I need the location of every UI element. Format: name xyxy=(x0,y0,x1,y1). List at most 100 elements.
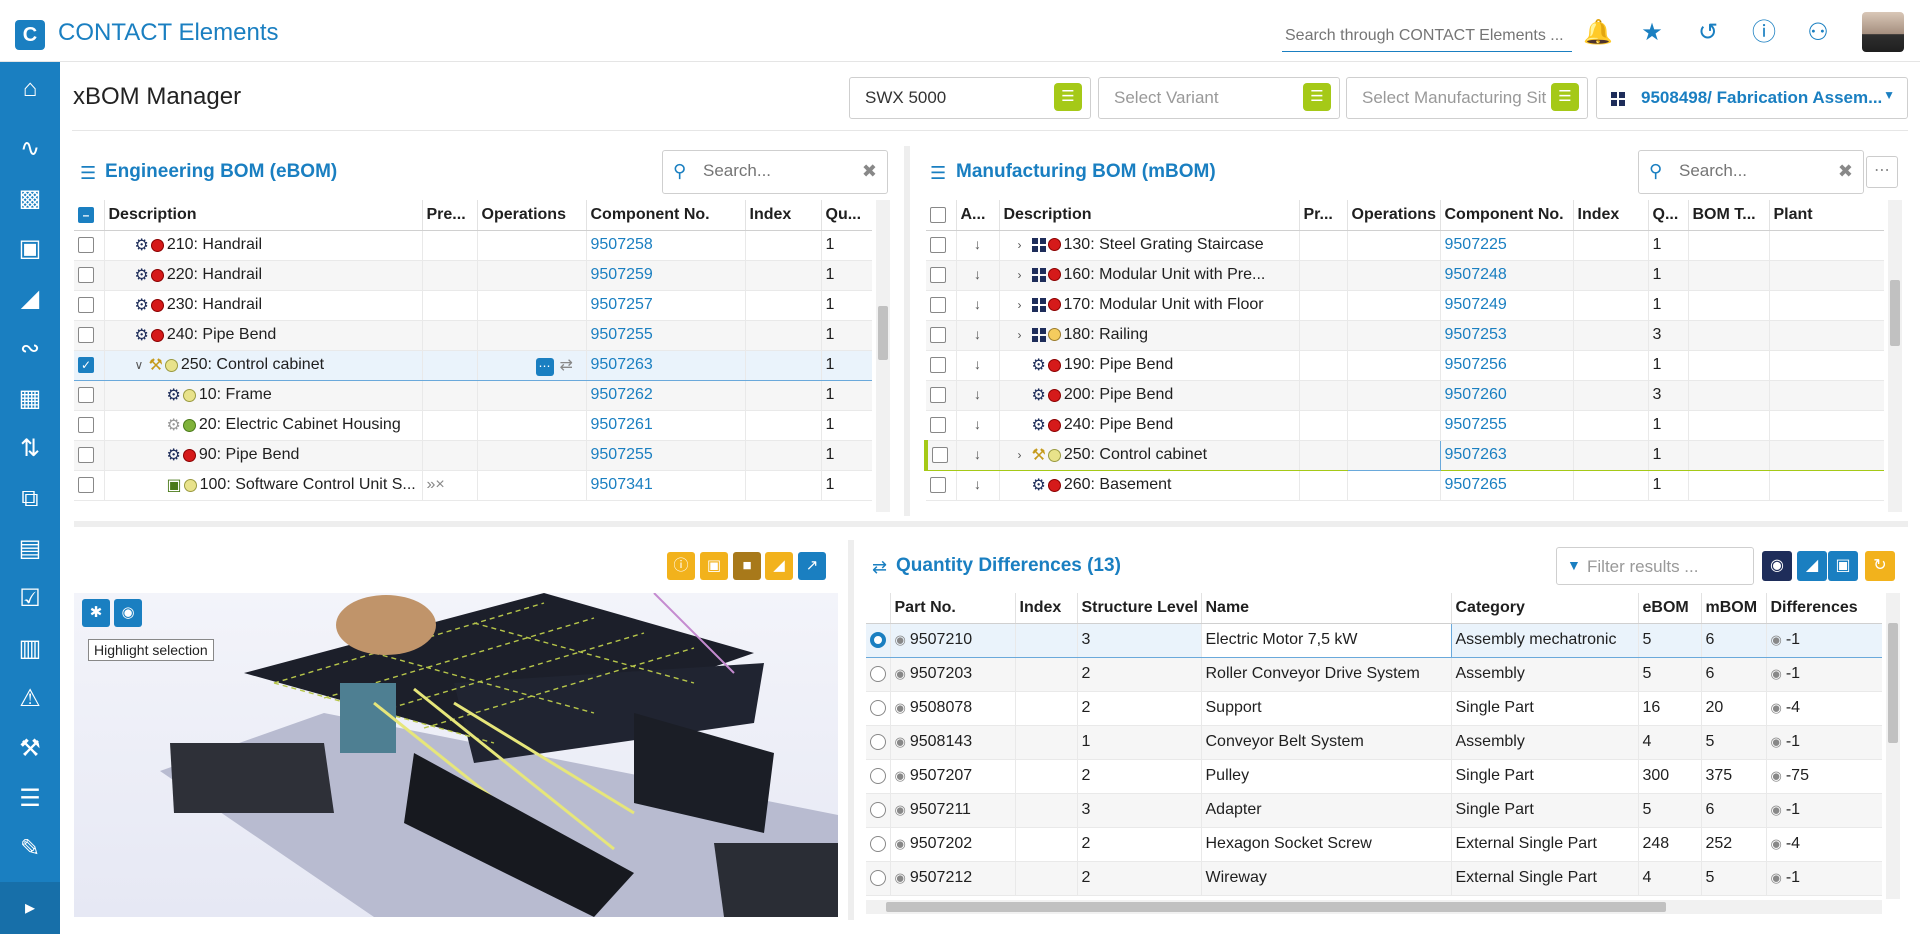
row-checkbox[interactable] xyxy=(932,446,948,463)
eye-icon[interactable]: ◉ xyxy=(894,700,906,715)
horizontal-splitter[interactable] xyxy=(74,521,1908,527)
activity-icon[interactable]: ∿ xyxy=(19,135,41,162)
row-checkbox[interactable] xyxy=(930,266,946,283)
user-avatar[interactable] xyxy=(1862,12,1904,52)
row-checkbox[interactable] xyxy=(78,296,94,313)
grid-icon[interactable]: ▦ xyxy=(18,385,42,412)
component-link[interactable]: 9507259 xyxy=(590,266,653,283)
row-radio[interactable] xyxy=(870,869,886,886)
sync-icon[interactable]: ⇅ xyxy=(19,435,41,462)
bell-icon[interactable]: 🔔 xyxy=(1583,19,1613,46)
table-row[interactable]: ⚙ 220: Handrail 9507259 1 xyxy=(74,260,872,291)
history-icon[interactable]: ↺ xyxy=(1697,19,1719,46)
col-operations[interactable]: Operations xyxy=(1347,200,1441,231)
table-row[interactable]: ◉ 9507203 2 Roller Conveyor Drive System Ass… xyxy=(866,657,1882,692)
col-operations[interactable]: Operations xyxy=(477,200,587,231)
table-row[interactable]: ↓ › 170: Modular Unit with Floor 9507249 1 xyxy=(926,290,1884,321)
component-link[interactable]: 9507341 xyxy=(590,476,653,493)
component-link[interactable]: 9507225 xyxy=(1444,236,1507,253)
table-row[interactable]: ◉ 9508143 1 Conveyor Belt System Assembly 4 5 ◉… xyxy=(866,725,1882,760)
col-differences[interactable]: Differences xyxy=(1766,593,1882,624)
component-link[interactable]: 9507260 xyxy=(1444,386,1507,403)
table-row[interactable]: ▣ 100: Software Control Unit S... »× 950734… xyxy=(74,470,872,501)
table-row[interactable]: ◉ 9507202 2 Hexagon Socket Screw External Si… xyxy=(866,827,1882,862)
row-checkbox[interactable] xyxy=(78,266,94,283)
row-checkbox[interactable] xyxy=(930,236,946,253)
table-row[interactable]: ◉ 9507211 3 Adapter Single Part 5 6 ◉ -1 xyxy=(866,793,1882,828)
manufacturing-site-select[interactable]: Select Manufacturing Sit ☰ xyxy=(1346,77,1588,119)
connect-icon[interactable]: ⧉ xyxy=(21,485,39,512)
list-icon[interactable]: ☰ xyxy=(19,785,41,812)
edit-list-icon[interactable]: ✎ xyxy=(19,835,41,862)
col-index[interactable]: Index xyxy=(745,200,822,231)
row-checkbox[interactable] xyxy=(930,386,946,403)
eye-icon[interactable]: ◉ xyxy=(1770,734,1782,749)
table-row[interactable]: ↓ › 180: Railing 9507253 3 xyxy=(926,320,1884,351)
row-checkbox[interactable] xyxy=(930,416,946,433)
row-radio[interactable] xyxy=(870,665,886,682)
table-row[interactable]: ◉ 9507210 3 Electric Motor 7,5 kW Assembly m… xyxy=(866,622,1882,658)
eye-icon[interactable]: ◉ xyxy=(894,870,906,885)
ebom-search-input[interactable] xyxy=(703,161,853,181)
col-mbom[interactable]: mBOM xyxy=(1701,593,1767,624)
row-radio[interactable] xyxy=(870,801,886,818)
signal-icon[interactable]: ∾ xyxy=(19,335,41,362)
row-checkbox[interactable] xyxy=(930,296,946,313)
component-link[interactable]: 9507255 xyxy=(1444,416,1507,433)
clear-icon[interactable]: ✖ xyxy=(1837,161,1853,181)
note-icon[interactable]: ▣ xyxy=(700,552,728,580)
table-row[interactable]: ↓ › 130: Steel Grating Staircase 9507225 1 xyxy=(926,230,1884,261)
product-select[interactable]: SWX 5000 ☰ xyxy=(849,77,1091,119)
col-structure-level[interactable]: Structure Level xyxy=(1077,593,1202,624)
col-index[interactable]: Index xyxy=(1573,200,1649,231)
qd-hscrollbar[interactable] xyxy=(866,900,1882,914)
component-link[interactable]: 9507265 xyxy=(1444,476,1507,493)
table-row[interactable]: ↓ ⚙ 240: Pipe Bend 9507255 1 xyxy=(926,410,1884,441)
component-link[interactable]: 9507253 xyxy=(1444,326,1507,343)
row-checkbox[interactable] xyxy=(930,476,946,493)
checkbox-icon[interactable]: ☑ xyxy=(19,585,41,612)
highlight-selection-button[interactable]: ✱ xyxy=(82,599,110,627)
row-radio[interactable] xyxy=(870,733,886,750)
table-row[interactable]: ⚙ 10: Frame 9507262 1 xyxy=(74,380,872,411)
ebom-search[interactable]: ⚲ ✖ xyxy=(662,150,888,194)
3d-viewer[interactable]: ✱ ◉ xyxy=(74,593,838,917)
refresh-icon[interactable]: ↻ xyxy=(1865,551,1895,581)
mbom-search[interactable]: ⚲ ✖ xyxy=(1638,150,1864,194)
component-link[interactable]: 9507256 xyxy=(1444,356,1507,373)
table-row[interactable]: ⚙ 230: Handrail 9507257 1 xyxy=(74,290,872,321)
table-row[interactable]: ◉ 9508078 2 Support Single Part 16 20 ◉ -4 xyxy=(866,691,1882,726)
site-catalog-icon[interactable]: ☰ xyxy=(1551,83,1579,111)
component-link[interactable]: 9507248 xyxy=(1444,266,1507,283)
mbom-search-input[interactable] xyxy=(1679,161,1829,181)
table-row[interactable]: ⚙ 240: Pipe Bend 9507255 1 xyxy=(74,320,872,351)
table-row[interactable]: ↓ ⚙ 260: Basement 9507265 1 xyxy=(926,470,1884,501)
table-row[interactable]: ↓ ⚙ 190: Pipe Bend 9507256 1 xyxy=(926,350,1884,381)
users-icon[interactable]: ⚇ xyxy=(1807,19,1829,46)
col-pr[interactable]: Pr... xyxy=(1299,200,1348,231)
chevron-right-icon[interactable]: › xyxy=(1017,267,1022,282)
vertical-splitter[interactable] xyxy=(904,146,910,516)
variant-select[interactable]: Select Variant ☰ xyxy=(1098,77,1340,119)
col-qty[interactable]: Q... xyxy=(1648,200,1689,231)
component-link[interactable]: 9507262 xyxy=(590,386,653,403)
home-icon[interactable]: ⌂ xyxy=(22,75,38,102)
chevron-right-icon[interactable]: › xyxy=(1017,237,1022,252)
eye-icon[interactable]: ◉ xyxy=(894,734,906,749)
col-component[interactable]: Component No. xyxy=(586,200,746,231)
col-index[interactable]: Index xyxy=(1015,593,1078,624)
eye-icon[interactable]: ◉ xyxy=(894,836,906,851)
eye-icon[interactable]: ◉ xyxy=(1770,700,1782,715)
select-all[interactable]: – xyxy=(74,200,105,231)
wrench-icon[interactable]: ⚒ xyxy=(19,735,41,762)
row-checkbox[interactable] xyxy=(78,416,94,433)
row-radio[interactable] xyxy=(870,699,886,716)
eye-icon[interactable]: ◉ xyxy=(1770,870,1782,885)
more-options-icon[interactable]: ⋯ xyxy=(1866,156,1898,188)
col-action[interactable]: A... xyxy=(956,200,1000,231)
clear-icon[interactable]: ✖ xyxy=(861,161,877,181)
component-link[interactable]: 9507261 xyxy=(590,416,653,433)
variant-catalog-icon[interactable]: ☰ xyxy=(1303,83,1331,111)
table-row[interactable]: ◉ 9507212 2 Wireway External Single Part 4 5 ◉ -… xyxy=(866,861,1882,896)
table-row[interactable]: ⚙ 20: Electric Cabinet Housing 9507261 1 xyxy=(74,410,872,441)
